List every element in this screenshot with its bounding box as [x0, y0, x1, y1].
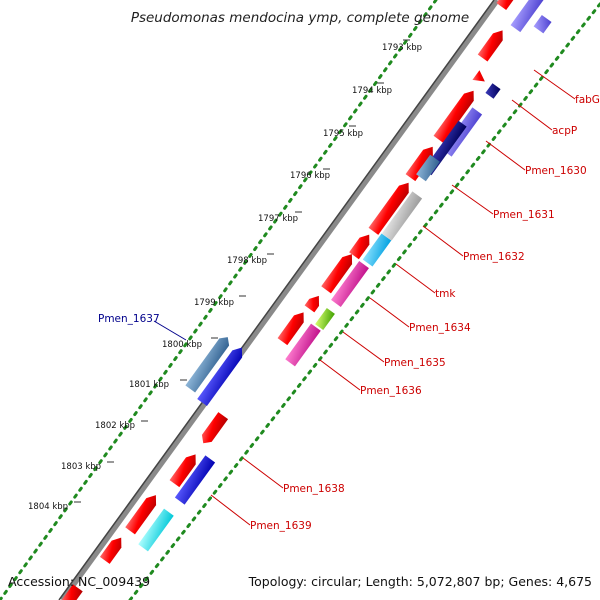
accession-label: Accession: NC_009439	[8, 574, 151, 589]
gene-Pmen_1634[interactable]	[331, 261, 369, 307]
gene-fwd-2[interactable]	[477, 27, 508, 62]
reverse-track	[138, 0, 552, 552]
tick-label-1801: 1801 kbp	[129, 380, 169, 390]
gene-fwd-5[interactable]	[405, 143, 438, 182]
gene-fwd-7[interactable]	[349, 231, 374, 260]
gene-fwd-9[interactable]	[304, 292, 324, 313]
tick-label-1797: 1797 kbp	[258, 214, 298, 224]
label-Pmen_1634: Pmen_1634	[409, 322, 471, 334]
tick-label-1795: 1795 kbp	[323, 129, 363, 139]
label-Pmen_1639: Pmen_1639	[250, 520, 312, 532]
gene-Pmen_1632[interactable]	[381, 191, 423, 241]
forward-track	[61, 0, 523, 600]
map-title: Pseudomonas mendocina ymp, complete geno…	[130, 10, 470, 26]
genome-backbone	[59, 0, 500, 600]
gene-Pmen_1639[interactable]	[138, 508, 174, 552]
tick-label-1804: 1804 kbp	[28, 502, 68, 512]
label-acpP: acpP	[552, 125, 577, 137]
tick-label-1798: 1798 kbp	[227, 256, 267, 266]
label-fabG: fabG	[575, 94, 600, 106]
gene-tmk[interactable]	[362, 233, 392, 267]
gene-fwd-6[interactable]	[368, 179, 414, 235]
tick-label-1803: 1803 kbp	[61, 462, 101, 472]
gene-fwd-3[interactable]	[472, 70, 488, 86]
gene-Pmen_1637[interactable]	[185, 334, 232, 393]
gene-fabG-end[interactable]	[533, 15, 552, 34]
tick-label-1793: 1793 kbp	[382, 43, 422, 53]
gene-Pmen_1631-b[interactable]	[416, 154, 440, 182]
tick-label-1800: 1800 kbp	[162, 340, 202, 350]
label-Pmen_1630: Pmen_1630	[525, 165, 587, 177]
topology-label: Topology: circular; Length: 5,072,807 bp…	[248, 574, 592, 589]
gene-Pmen_1635[interactable]	[315, 307, 335, 331]
gene-fwd-1[interactable]	[496, 0, 523, 10]
tick-label-1794: 1794 kbp	[352, 86, 392, 96]
tick-label-1802: 1802 kbp	[95, 421, 135, 431]
label-leaders	[153, 69, 576, 526]
gene-fwd-12[interactable]	[169, 451, 201, 488]
gene-Pmen_1638[interactable]	[174, 455, 216, 505]
tick-label-1799: 1799 kbp	[194, 298, 234, 308]
gene-Pmen_1636[interactable]	[285, 323, 321, 367]
tick-label-1796: 1796 kbp	[290, 171, 330, 181]
label-Pmen_1637: Pmen_1637	[98, 313, 160, 325]
label-Pmen_1631: Pmen_1631	[493, 209, 555, 221]
gene-fwd-11[interactable]	[198, 412, 229, 447]
gene-fabG[interactable]	[510, 0, 545, 33]
gene-fwd-14[interactable]	[99, 534, 126, 564]
label-Pmen_1638: Pmen_1638	[283, 483, 345, 495]
gene-fwd-10[interactable]	[277, 309, 309, 346]
genome-backbone-highlight	[58, 0, 495, 600]
inner-dotted-ring	[128, 2, 600, 600]
label-Pmen_1632: Pmen_1632	[463, 251, 525, 263]
gene-fwd-15[interactable]	[61, 584, 83, 600]
gene-fwd-8[interactable]	[321, 251, 357, 294]
label-Pmen_1635: Pmen_1635	[384, 357, 446, 369]
label-Pmen_1636: Pmen_1636	[360, 385, 422, 397]
gene-fwd-4[interactable]	[433, 87, 479, 143]
tick-marks	[74, 39, 410, 503]
gene-acpP[interactable]	[485, 83, 501, 99]
label-tmk: tmk	[435, 288, 456, 300]
gene-fwd-13[interactable]	[125, 492, 161, 535]
gene-Pmen_1637-b[interactable]	[197, 344, 247, 407]
